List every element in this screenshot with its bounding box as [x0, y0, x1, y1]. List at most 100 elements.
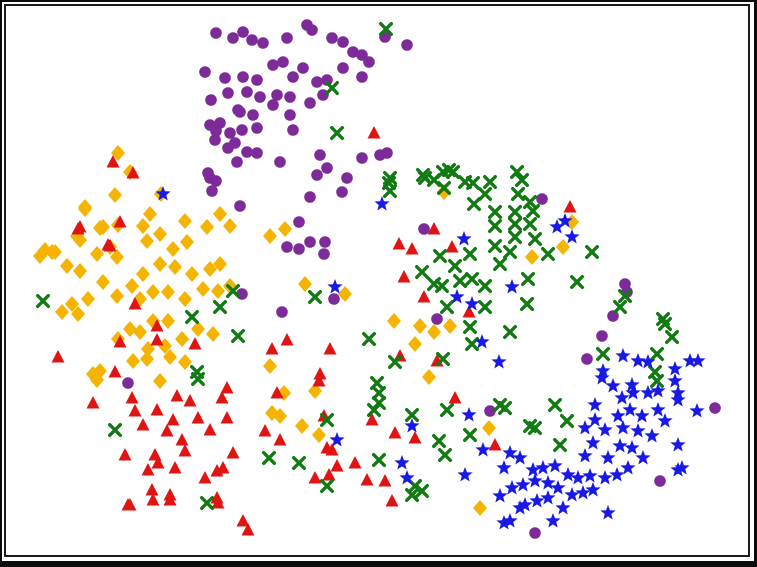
data-point-purple-circles — [224, 127, 236, 139]
data-point-purple-circles — [199, 66, 211, 78]
data-point-red-triangles — [71, 222, 85, 235]
data-point-blue-stars — [610, 408, 626, 423]
data-point-purple-circles — [304, 191, 316, 203]
data-point-blue-stars — [587, 412, 603, 427]
data-point-red-triangles — [118, 448, 132, 461]
data-point-purple-circles — [276, 306, 288, 318]
data-point-green-crosses — [415, 265, 429, 279]
data-point-green-crosses — [548, 398, 562, 412]
data-point-gold-diamonds — [168, 259, 182, 275]
data-point-green-crosses — [478, 187, 492, 201]
data-point-purple-circles — [206, 185, 218, 197]
data-point-green-crosses — [466, 176, 480, 190]
data-point-green-crosses — [36, 294, 50, 308]
data-point-red-triangles — [211, 496, 225, 509]
data-point-gold-diamonds — [81, 291, 95, 307]
data-point-purple-circles — [234, 200, 246, 212]
data-point-blue-stars — [670, 462, 686, 477]
data-point-red-triangles — [448, 391, 462, 404]
data-point-gold-diamonds — [136, 266, 150, 282]
data-point-blue-stars — [682, 353, 698, 368]
data-point-green-crosses — [185, 310, 199, 324]
data-point-red-triangles — [183, 394, 197, 407]
data-point-gold-diamonds — [312, 427, 326, 443]
data-point-purple-circles — [251, 122, 263, 134]
data-point-red-triangles — [136, 418, 150, 431]
data-point-purple-circles — [418, 223, 430, 235]
data-point-green-crosses — [650, 374, 664, 388]
data-point-green-crosses — [658, 317, 672, 331]
data-point-blue-stars — [549, 219, 565, 234]
data-point-red-triangles — [397, 270, 411, 283]
data-point-gold-diamonds — [408, 336, 422, 352]
data-point-gold-diamonds — [223, 218, 237, 234]
data-point-purple-circles — [274, 156, 286, 168]
data-point-gold-diamonds — [437, 184, 451, 200]
data-point-gold-diamonds — [136, 218, 150, 234]
data-point-gold-diamonds — [178, 291, 192, 307]
data-point-purple-circles — [251, 147, 263, 159]
data-point-green-crosses — [453, 274, 467, 288]
data-point-blue-stars — [502, 513, 518, 528]
data-point-blue-stars — [474, 334, 490, 349]
data-point-green-crosses — [613, 300, 627, 314]
data-point-gold-diamonds — [213, 206, 227, 222]
data-point-red-triangles — [220, 411, 234, 424]
data-point-green-crosses — [465, 337, 479, 351]
data-point-blue-stars — [600, 505, 616, 520]
data-point-purple-circles — [254, 91, 266, 103]
data-point-green-crosses — [448, 259, 462, 273]
data-point-gold-diamonds — [126, 353, 140, 369]
data-point-blue-stars — [620, 460, 636, 475]
data-point-gold-diamonds — [78, 201, 92, 217]
data-point-green-crosses — [292, 456, 306, 470]
data-point-red-triangles — [128, 297, 142, 310]
data-point-red-triangles — [126, 166, 140, 179]
data-point-blue-stars — [527, 473, 543, 488]
data-point-purple-circles — [484, 405, 496, 417]
data-point-blue-stars — [625, 385, 641, 400]
data-point-red-triangles — [168, 461, 182, 474]
data-point-green-crosses — [478, 279, 492, 293]
data-point-gold-diamonds — [427, 324, 441, 340]
data-point-green-crosses — [618, 289, 632, 303]
data-point-purple-circles — [222, 87, 234, 99]
data-point-red-triangles — [427, 222, 441, 235]
data-point-purple-circles — [293, 216, 305, 228]
data-point-gold-diamonds — [123, 321, 137, 337]
data-point-red-triangles — [563, 200, 577, 213]
data-point-red-triangles — [388, 426, 402, 439]
data-point-gold-diamonds — [473, 500, 487, 516]
data-point-gold-diamonds — [278, 221, 292, 237]
data-point-gold-diamonds — [153, 373, 167, 389]
data-point-green-crosses — [560, 414, 574, 428]
data-point-blue-stars — [560, 467, 576, 482]
data-point-blue-stars — [502, 445, 518, 460]
data-point-blue-stars — [512, 500, 528, 515]
data-point-purple-circles — [297, 62, 309, 74]
data-point-green-crosses — [465, 272, 479, 286]
data-point-red-triangles — [163, 493, 177, 506]
series-purple-circles — [122, 19, 721, 539]
data-point-blue-stars — [540, 475, 556, 490]
data-point-blue-stars — [394, 455, 410, 470]
data-point-gold-diamonds — [178, 354, 192, 370]
data-point-blue-stars — [399, 470, 415, 485]
data-point-gold-diamonds — [90, 246, 104, 262]
data-point-red-triangles — [103, 239, 117, 252]
data-point-gold-diamonds — [166, 241, 180, 257]
data-point-blue-stars — [457, 467, 473, 482]
data-point-red-triangles — [236, 514, 250, 527]
data-point-green-crosses — [526, 204, 540, 218]
data-point-green-crosses — [437, 181, 451, 195]
data-point-red-triangles — [148, 448, 162, 461]
data-point-purple-circles — [267, 59, 279, 71]
data-point-blue-stars — [575, 485, 591, 500]
data-point-green-crosses — [478, 300, 492, 314]
data-point-red-triangles — [462, 305, 476, 318]
data-point-red-triangles — [128, 404, 142, 417]
data-point-blue-stars — [657, 413, 673, 428]
data-point-green-crosses — [433, 249, 447, 263]
data-point-gold-diamonds — [108, 187, 122, 203]
data-point-gold-diamonds — [161, 284, 175, 300]
